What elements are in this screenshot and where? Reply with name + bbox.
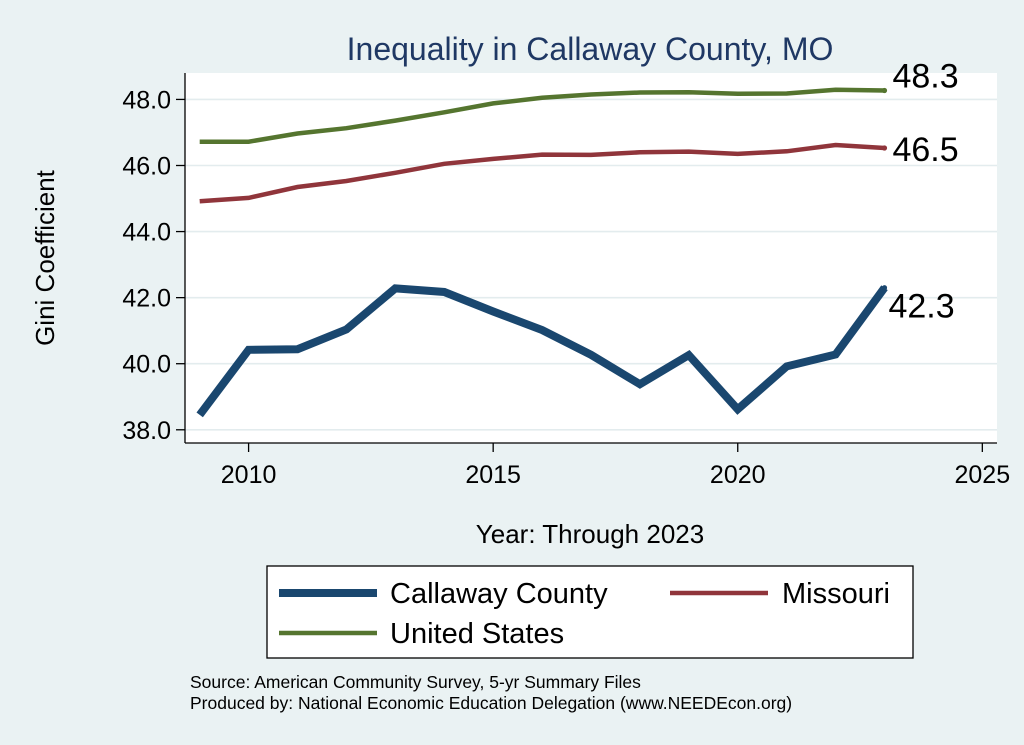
y-tick-label: 40.0 — [122, 351, 171, 379]
plot-area — [185, 73, 997, 443]
x-tick-label: 2025 — [955, 461, 1011, 489]
series-lines — [196, 87, 888, 418]
source-note: Source: American Community Survey, 5-yr … — [190, 672, 641, 692]
end-label-missouri: 46.5 — [892, 131, 958, 169]
legend-label-callaway-county: Callaway County — [390, 578, 608, 610]
end-marker-united-states — [881, 87, 888, 94]
legend-box — [266, 565, 914, 659]
legend: Callaway County Missouri United States — [266, 565, 914, 659]
legend-label-united-states: United States — [390, 618, 564, 650]
series-line-missouri — [199, 142, 885, 204]
legend-label-missouri: Missouri — [782, 578, 890, 610]
y-tick-label: 46.0 — [122, 153, 171, 181]
y-tick-label: 42.0 — [122, 285, 171, 313]
series-line-callaway-county — [196, 284, 888, 418]
end-labels: 42.3 46.5 48.3 — [881, 58, 959, 326]
y-tick-label: 44.0 — [122, 219, 171, 247]
x-tick-label: 2010 — [221, 461, 277, 489]
producer-note: Produced by: National Economic Education… — [190, 693, 792, 713]
end-label-callaway-county: 42.3 — [888, 288, 954, 326]
y-axis-title: Gini Coefficient — [30, 169, 60, 346]
x-tick-label: 2020 — [710, 461, 766, 489]
x-axis-title: Year: Through 2023 — [476, 519, 704, 549]
x-tick-label: 2015 — [465, 461, 521, 489]
axes: 38.0 40.0 42.0 44.0 46.0 48.0 2010 2015 2020 2025 — [122, 73, 1010, 489]
end-marker-callaway-county — [881, 285, 888, 291]
y-tick-label: 38.0 — [122, 417, 171, 445]
series-line-united-states — [199, 87, 885, 144]
y-tick-label: 48.0 — [122, 86, 171, 114]
end-label-united-states: 48.3 — [892, 58, 958, 96]
grid-lines — [185, 98, 997, 431]
end-marker-missouri — [881, 145, 888, 151]
chart-title: Inequality in Callaway County, MO — [347, 31, 834, 67]
